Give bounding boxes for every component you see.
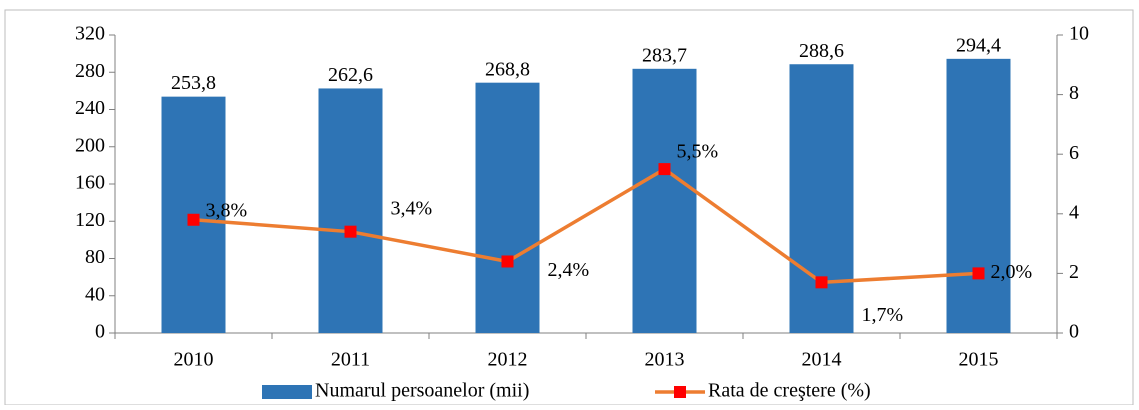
bar-value-label: 253,8 <box>171 72 216 94</box>
line-marker <box>187 213 200 226</box>
line-marker <box>501 255 514 268</box>
line-value-label: 2,0% <box>991 261 1033 283</box>
y-tick-label: 200 <box>75 134 105 156</box>
legend-swatch <box>262 385 312 399</box>
y-tick-label: 120 <box>75 209 105 231</box>
line-marker <box>815 276 828 289</box>
legend-swatch-marker <box>674 386 686 398</box>
x-tick-label: 2012 <box>488 349 528 371</box>
y-tick-label: 80 <box>85 246 105 268</box>
bar-value-label: 262,6 <box>328 64 373 86</box>
y-tick-label: 160 <box>75 172 105 194</box>
y-tick-label: 0 <box>95 321 105 343</box>
y2-tick-label: 4 <box>1069 201 1079 223</box>
legend-label: Rata de creştere (%) <box>708 380 871 402</box>
x-tick-label: 2014 <box>802 349 842 371</box>
x-tick-label: 2013 <box>645 349 685 371</box>
y-tick-label: 320 <box>75 23 105 45</box>
y2-tick-label: 0 <box>1069 321 1079 343</box>
line-value-label: 2,4% <box>548 259 590 281</box>
x-tick-label: 2011 <box>331 349 370 371</box>
y-tick-label: 40 <box>85 283 105 305</box>
y2-tick-label: 6 <box>1069 142 1079 164</box>
bar <box>318 88 383 333</box>
bar-value-label: 288,6 <box>799 40 844 62</box>
y-tick-label: 240 <box>75 97 105 119</box>
legend-label: Numarul persoanelor (mii) <box>315 380 529 402</box>
bar <box>946 58 1011 334</box>
line-marker <box>344 225 357 238</box>
line-marker <box>658 163 671 176</box>
bar <box>475 82 540 334</box>
x-tick-label: 2010 <box>174 349 214 371</box>
line-value-label: 5,5% <box>677 141 719 163</box>
y2-tick-label: 2 <box>1069 261 1079 283</box>
bar-value-label: 294,4 <box>956 34 1001 56</box>
line <box>193 167 979 285</box>
line-value-label: 3,8% <box>206 199 248 221</box>
bar-value-label: 283,7 <box>642 44 687 66</box>
bar <box>789 64 854 334</box>
y2-tick-label: 8 <box>1069 82 1079 104</box>
bar-value-label: 268,8 <box>485 58 530 80</box>
y2-tick-label: 10 <box>1069 23 1089 45</box>
line-marker <box>972 267 985 280</box>
line-value-label: 3,4% <box>391 197 433 219</box>
x-tick-label: 2015 <box>959 349 999 371</box>
bar <box>632 68 697 333</box>
y-tick-label: 280 <box>75 60 105 82</box>
line-value-label: 1,7% <box>862 304 904 326</box>
